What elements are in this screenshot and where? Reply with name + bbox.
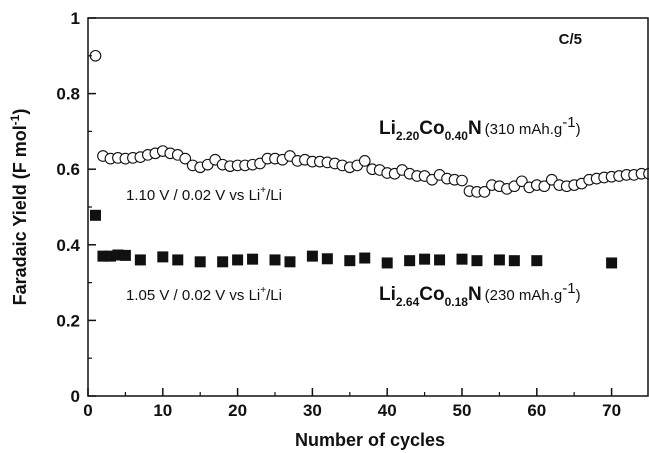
y-tick-label: 0.8	[56, 85, 80, 104]
data-point-filled-square	[306, 250, 318, 262]
data-point-filled-square	[284, 256, 296, 268]
data-point-filled-square	[172, 254, 184, 266]
formula-label-series-2: Li2.64Co0.18N (230 mAh.g-1)	[379, 280, 581, 309]
data-point-filled-square	[434, 254, 446, 266]
voltage-window-series-1: 1.10 V / 0.02 V vs Li+/Li	[126, 185, 282, 204]
data-point-filled-square	[508, 255, 520, 267]
data-point-filled-square	[119, 249, 131, 261]
x-tick-label: 60	[527, 401, 546, 420]
x-tick-label: 40	[378, 401, 397, 420]
data-point-filled-square	[419, 253, 431, 265]
voltage-sup-s2: +	[260, 285, 266, 296]
y-tick-label: 0.6	[56, 160, 80, 179]
formula-sub1-s2: 2.64	[396, 295, 420, 309]
data-point-filled-square	[157, 251, 169, 263]
capacity-sup-s2: -1	[562, 280, 575, 297]
capacity-s2: (230 mAh.g	[485, 287, 563, 304]
x-tick-label: 50	[453, 401, 472, 420]
plot-frame	[87, 17, 649, 397]
data-point-filled-square	[531, 255, 543, 267]
data-point-open-circle	[179, 152, 192, 165]
capacity-sup-s1: -1	[562, 114, 575, 131]
data-point-filled-square	[112, 249, 124, 261]
y-axis-ticks: 0 0.2 0.4 0.6 0.8 1	[56, 9, 96, 406]
rate-label: C/5	[559, 31, 582, 48]
data-point-filled-square	[89, 209, 101, 221]
capacity-tail-s2: )	[576, 287, 581, 304]
data-point-filled-square	[404, 255, 416, 267]
x-tick-label: 70	[602, 401, 621, 420]
voltage-window-series-2: 1.05 V / 0.02 V vs Li+/Li	[126, 285, 282, 304]
formula-el3-s1: N	[468, 118, 482, 139]
data-point-filled-square	[493, 254, 505, 266]
data-point-filled-square	[97, 250, 109, 262]
y-axis-label-sup: -1	[8, 114, 22, 125]
x-axis-label: Number of cycles	[295, 430, 445, 450]
y-axis-label-tail: )	[10, 109, 30, 115]
open-circle-series	[89, 49, 649, 198]
data-point-filled-square	[269, 254, 281, 266]
x-tick-label: 20	[228, 401, 247, 420]
data-point-filled-square	[247, 253, 259, 265]
y-axis-label-main: Faradaic Yield (F mol	[10, 125, 30, 305]
filled-square-series	[89, 209, 618, 269]
data-point-filled-square	[104, 250, 116, 262]
data-point-open-circle	[538, 180, 551, 193]
x-tick-label: 10	[153, 401, 172, 420]
x-tick-label: 30	[303, 401, 322, 420]
data-point-filled-square	[134, 254, 146, 266]
y-tick-label: 0	[71, 387, 80, 406]
formula-label-series-1: Li2.20Co0.40N (310 mAh.g-1)	[379, 114, 581, 143]
data-point-filled-square	[217, 256, 229, 268]
voltage-text-s2: 1.05 V / 0.02 V vs Li	[126, 287, 260, 304]
y-axis-label: Faradaic Yield (F mol-1)	[8, 109, 30, 306]
data-point-filled-square	[194, 256, 206, 268]
data-point-open-circle	[478, 186, 491, 198]
formula-sub1-s1: 2.20	[396, 129, 420, 143]
x-tick-label: 0	[83, 401, 92, 420]
voltage-tail-s1: /Li	[266, 187, 282, 204]
data-point-filled-square	[471, 255, 483, 267]
voltage-sup-s1: +	[260, 185, 266, 196]
formula-el1-s1: Li	[379, 118, 396, 139]
y-tick-label: 0.2	[56, 311, 80, 330]
formula-sub2-s1: 0.40	[445, 129, 469, 143]
data-point-filled-square	[232, 254, 244, 266]
data-point-filled-square	[321, 253, 333, 265]
data-point-filled-square	[359, 252, 371, 264]
data-point-filled-square	[456, 253, 468, 265]
formula-el1-s2: Li	[379, 284, 396, 305]
capacity-s1: (310 mAh.g	[485, 121, 563, 138]
data-point-open-circle	[358, 155, 371, 167]
capacity-tail-s1: )	[576, 121, 581, 138]
y-tick-label: 0.4	[56, 236, 80, 255]
y-tick-label: 1	[71, 9, 80, 28]
data-point-filled-square	[344, 255, 356, 267]
data-point-filled-square	[381, 257, 393, 269]
voltage-text-s1: 1.10 V / 0.02 V vs Li	[126, 187, 260, 204]
formula-sub2-s2: 0.18	[445, 295, 469, 309]
data-point-open-circle	[456, 174, 468, 187]
data-point-filled-square	[606, 257, 618, 269]
voltage-tail-s2: /Li	[266, 287, 282, 304]
formula-el2-s2: Co	[419, 284, 444, 305]
data-point-open-circle	[515, 175, 528, 188]
formula-el3-s2: N	[468, 284, 482, 305]
x-axis-ticks: 0 10 20 30 40 50 60 70	[83, 388, 621, 420]
formula-el2-s1: Co	[419, 118, 444, 139]
